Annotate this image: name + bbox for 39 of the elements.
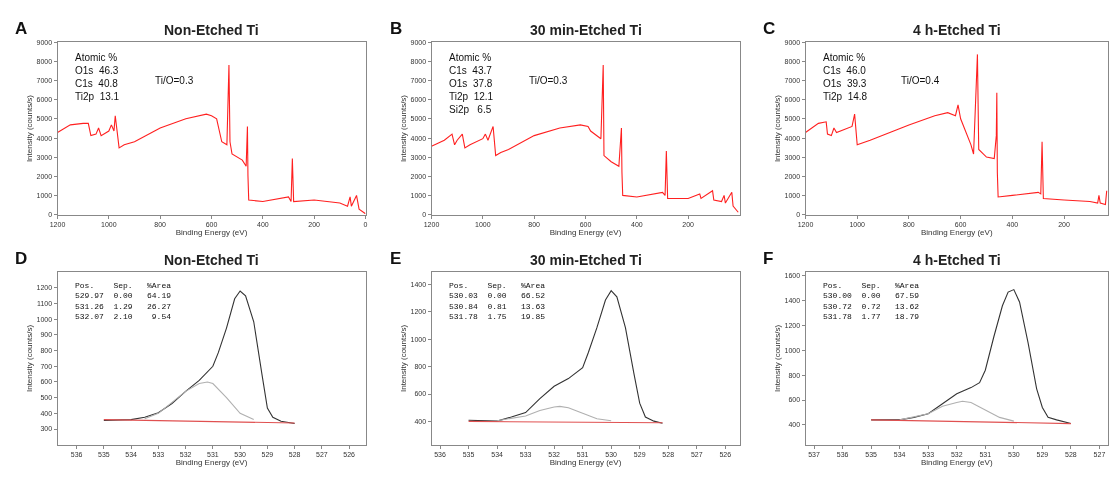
line-series [57,64,366,215]
y-axis-title: Intensity (counts/s) [773,94,783,163]
y-axis-title: Intensity (counts/s) [773,324,783,393]
text: C [763,19,776,38]
text: B [390,19,403,38]
x-axis-title: Binding Energy (eV) [549,458,622,468]
line-series [144,381,255,421]
y-axis-title: Intensity (counts/s) [25,94,35,163]
annotation: Ti/O=0.3 [529,75,568,86]
chart-title: 4 h-Etched Ti [913,252,1001,268]
x-axis-title: Binding Energy (eV) [920,228,993,238]
chart-title: 30 min-Etched Ti [530,252,642,268]
line-series [805,53,1108,206]
annotation: Ti/O=0.3 [155,75,194,86]
x-axis-title: Binding Energy (eV) [175,458,248,468]
chart-title: Non-Etched Ti [164,22,259,38]
chart-title: Non-Etched Ti [164,252,259,268]
x-axis-title: Binding Energy (eV) [175,228,248,238]
text: E [390,249,402,268]
line-series [899,400,1015,422]
annotation: Pos. Sep. %Area 530.03 0.00 66.52 530.84 0.81 13.63 531.78 1.75 19.85 [449,281,546,322]
annotation: Atomic % O1s 46.3 C1s 40.8 Ti2p 13.1 [75,52,120,102]
annotation: Ti/O=0.4 [901,75,940,86]
chart-title: 30 min-Etched Ti [530,22,642,38]
text: D [15,249,28,268]
text: A [15,19,28,38]
x-axis-title: Binding Energy (eV) [549,228,622,238]
line-series [431,64,739,213]
text: F [763,249,774,268]
line-series [496,405,612,422]
annotation: Atomic % C1s 46.0 O1s 39.3 Ti2p 14.8 [823,52,868,102]
y-axis-title: Intensity (counts/s) [399,324,409,393]
annotation: Atomic % C1s 43.7 O1s 37.8 Ti2p 12.1 Si2p 6.5 [449,52,494,115]
annotation: Pos. Sep. %Area 529.97 0.00 64.19 531.26 1.29 26.27 532.07 2.10 9.54 [75,281,172,322]
y-axis-title: Intensity (counts/s) [399,94,409,163]
x-axis-title: Binding Energy (eV) [920,458,993,468]
y-axis-title: Intensity (counts/s) [25,324,35,393]
chart-title: 4 h-Etched Ti [913,22,1001,38]
annotation: Pos. Sep. %Area 530.00 0.00 67.59 530.72 0.72 13.62 531.78 1.77 18.79 [823,281,920,322]
